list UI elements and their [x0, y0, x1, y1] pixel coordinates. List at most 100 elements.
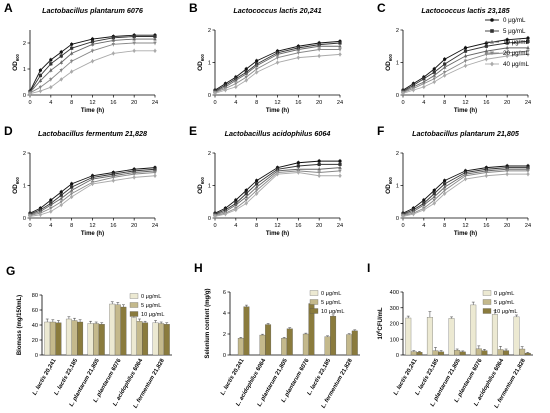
- category-label-strain: 21,828: [512, 357, 527, 377]
- category-label: L. lactis 23,185: [415, 357, 441, 396]
- y-axis-label: Selenium content (mg/g): [205, 288, 211, 358]
- data-point: [153, 173, 157, 178]
- bar: [302, 333, 309, 356]
- category-label-species: L. acidophilus: [112, 370, 137, 407]
- data-point: [422, 207, 426, 212]
- data-point: [59, 77, 64, 82]
- bar: [163, 324, 170, 356]
- data-point: [49, 203, 53, 207]
- data-point: [254, 185, 259, 189]
- legend-label: 20 μg/mL: [503, 50, 529, 57]
- series-4: [401, 171, 530, 219]
- category-label-species: L. fermentum: [494, 375, 518, 410]
- x-tick-label: 0: [28, 223, 31, 229]
- y-tick-label: 0: [23, 216, 26, 222]
- y-tick-label: 1: [208, 61, 211, 67]
- data-point: [317, 173, 321, 178]
- x-tick-label: 12: [89, 223, 95, 229]
- x-tick-label: 16: [483, 223, 489, 229]
- y-tick-label: 0: [396, 93, 399, 99]
- data-point: [484, 171, 489, 175]
- data-point: [317, 53, 321, 59]
- category-label-strain: 6064: [132, 357, 145, 373]
- y-tick-label: 2: [396, 151, 399, 157]
- category-label: L. lactis 20,241: [220, 357, 246, 396]
- data-point: [234, 207, 238, 212]
- legend-marker-square: [490, 29, 494, 33]
- bar: [438, 351, 445, 356]
- data-point: [338, 48, 342, 52]
- data-point: [132, 48, 136, 53]
- data-point: [296, 51, 301, 55]
- data-point: [244, 78, 249, 83]
- y-tick-label: 400: [390, 290, 399, 296]
- category-label-strain: 21,828: [151, 357, 166, 377]
- data-point: [153, 34, 157, 39]
- category-label: L. lactis 23,185: [307, 357, 333, 396]
- category-label-strain: 23,185: [317, 357, 332, 377]
- bar: [98, 324, 105, 356]
- y-axis-label-sub: 600: [15, 53, 20, 61]
- data-point: [132, 172, 136, 177]
- y-tick-label: 1: [208, 184, 211, 190]
- data-point: [153, 171, 157, 175]
- y-tick-label: 100: [390, 337, 399, 343]
- data-point: [338, 159, 342, 163]
- series-line: [214, 172, 340, 217]
- x-tick-label: 8: [443, 100, 446, 106]
- bar: [459, 351, 466, 356]
- data-point: [90, 181, 95, 186]
- data-point: [49, 209, 53, 214]
- data-point: [296, 161, 300, 165]
- y-tick-label: 1: [23, 184, 26, 190]
- data-point: [432, 188, 436, 192]
- data-point: [70, 182, 74, 186]
- series-3: [401, 168, 530, 218]
- y-tick-label: 0: [208, 216, 211, 222]
- data-point: [526, 52, 530, 57]
- panel-title: Lactobacillus fermentum 21,828: [38, 129, 147, 138]
- bar: [44, 321, 51, 356]
- bar: [405, 317, 412, 356]
- data-point: [442, 65, 447, 69]
- data-point: [153, 37, 157, 41]
- data-point: [317, 167, 321, 171]
- bar: [158, 323, 165, 356]
- bar: [513, 316, 520, 356]
- data-point: [338, 169, 342, 173]
- data-point: [244, 75, 249, 80]
- data-point: [59, 69, 64, 73]
- category-label-species: L. acidophilus: [473, 370, 498, 407]
- y-axis-label-sub: 600: [200, 53, 205, 61]
- y-axis-label-main: OD: [385, 184, 392, 194]
- legend-swatch: [309, 308, 319, 314]
- data-point: [70, 42, 74, 46]
- data-point: [254, 67, 259, 71]
- data-point: [38, 85, 43, 90]
- series-3: [213, 47, 342, 95]
- legend-label: 0 μg/mL: [494, 291, 514, 297]
- category-label-strain: 6076: [471, 357, 484, 373]
- data-point: [432, 73, 437, 77]
- y-axis-label-main: OD: [12, 184, 19, 194]
- x-tick-label: 8: [443, 223, 446, 229]
- x-tick-label: 16: [295, 223, 301, 229]
- data-point: [49, 206, 53, 211]
- data-point: [484, 173, 489, 178]
- series-line: [214, 40, 341, 91]
- x-tick-label: 12: [462, 223, 468, 229]
- data-point: [443, 57, 447, 61]
- bar: [432, 350, 439, 356]
- series-4: [28, 173, 157, 219]
- data-point: [255, 179, 259, 183]
- x-tick-label: 20: [316, 223, 322, 229]
- data-point: [59, 60, 64, 64]
- y-axis-label-main: OD: [12, 61, 19, 71]
- y-tick-label: 1: [396, 184, 399, 190]
- y-tick-label: 0: [208, 93, 211, 99]
- legend-swatch: [129, 311, 139, 317]
- x-tick-label: 12: [274, 100, 280, 106]
- data-point: [234, 203, 238, 207]
- line-legend: 0 μg/mL 5 μg/mL 10 μg/mL 20 μg/mL 40 μg/mL: [485, 17, 529, 68]
